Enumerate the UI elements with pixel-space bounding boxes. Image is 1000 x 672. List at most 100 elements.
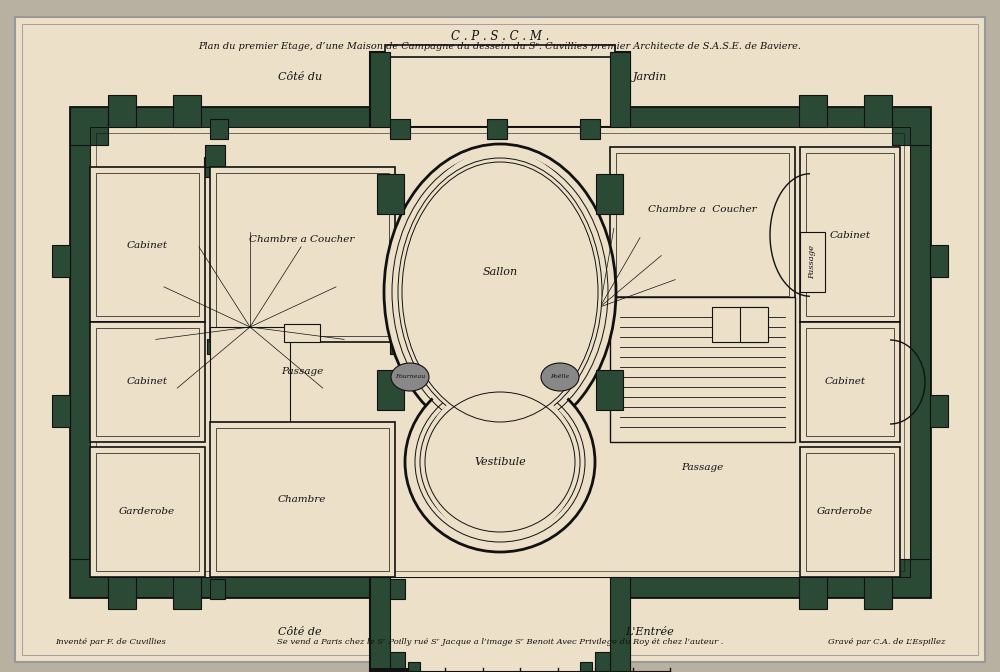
- Bar: [216, 173, 389, 336]
- Bar: [90, 334, 108, 354]
- Text: Jardin: Jardin: [633, 72, 667, 82]
- Bar: [806, 153, 894, 316]
- Bar: [596, 174, 623, 214]
- Bar: [90, 167, 205, 322]
- Bar: [580, 662, 592, 672]
- Bar: [370, 577, 630, 672]
- Bar: [385, 45, 615, 57]
- Text: Chambre: Chambre: [278, 495, 326, 505]
- Text: Côté de: Côté de: [278, 627, 322, 637]
- Bar: [377, 174, 404, 214]
- Text: Cabinet: Cabinet: [126, 378, 168, 386]
- Text: Chambre a  Coucher: Chambre a Coucher: [648, 206, 756, 214]
- Ellipse shape: [398, 150, 602, 434]
- Bar: [173, 577, 201, 609]
- Ellipse shape: [420, 387, 580, 537]
- Bar: [370, 52, 390, 127]
- Bar: [96, 453, 199, 571]
- Text: Garderobe: Garderobe: [817, 507, 873, 517]
- Bar: [210, 327, 290, 422]
- Bar: [408, 662, 420, 672]
- Text: C . P . S . C . M .: C . P . S . C . M .: [451, 30, 549, 42]
- Text: Fourneau: Fourneau: [395, 374, 425, 380]
- Bar: [207, 339, 215, 354]
- Ellipse shape: [405, 372, 595, 552]
- Bar: [799, 577, 827, 609]
- Bar: [390, 652, 405, 672]
- Bar: [210, 119, 228, 139]
- Bar: [210, 579, 225, 599]
- Bar: [90, 447, 205, 577]
- Bar: [70, 107, 930, 127]
- Text: Poëlle: Poëlle: [550, 374, 570, 380]
- Text: Inventé par F. de Cuvillies: Inventé par F. de Cuvillies: [55, 638, 166, 646]
- Text: Se vend a Paris chez le Sʳ Poilly rué Sʳ Jacque a l’image Sʳ Benoit Avec Privile: Se vend a Paris chez le Sʳ Poilly rué Sʳ…: [277, 638, 723, 646]
- Bar: [210, 167, 395, 342]
- Bar: [864, 95, 892, 127]
- Bar: [52, 395, 70, 427]
- Bar: [52, 245, 70, 277]
- Bar: [96, 328, 199, 436]
- Bar: [284, 324, 320, 342]
- Bar: [173, 95, 201, 127]
- Bar: [70, 577, 930, 597]
- Bar: [799, 95, 827, 127]
- Bar: [90, 322, 205, 442]
- Bar: [487, 119, 507, 139]
- Text: Chambre a Coucher: Chambre a Coucher: [249, 235, 355, 245]
- Bar: [70, 107, 930, 597]
- Bar: [610, 577, 630, 672]
- Bar: [800, 322, 900, 442]
- Bar: [370, 52, 630, 127]
- Bar: [70, 559, 108, 597]
- Text: Passage: Passage: [681, 462, 723, 472]
- Ellipse shape: [422, 384, 578, 540]
- Bar: [90, 309, 108, 327]
- Text: Gravé par C.A. de L’Espillez: Gravé par C.A. de L’Espillez: [828, 638, 945, 646]
- Bar: [390, 339, 398, 354]
- Ellipse shape: [541, 363, 579, 391]
- Bar: [930, 245, 948, 277]
- Ellipse shape: [384, 144, 616, 440]
- Bar: [108, 95, 136, 127]
- Bar: [595, 652, 610, 672]
- Bar: [610, 147, 795, 302]
- Bar: [892, 559, 930, 597]
- Bar: [390, 119, 410, 139]
- Bar: [96, 173, 199, 316]
- Ellipse shape: [398, 158, 602, 426]
- Bar: [210, 422, 395, 577]
- Bar: [70, 107, 108, 145]
- Text: Passage: Passage: [808, 245, 816, 279]
- Text: Cabinet: Cabinet: [824, 378, 866, 386]
- Bar: [90, 127, 910, 577]
- Text: Garderobe: Garderobe: [119, 507, 175, 517]
- Bar: [806, 328, 894, 436]
- Bar: [90, 127, 910, 577]
- Text: Vestibule: Vestibule: [474, 457, 526, 467]
- Bar: [800, 232, 825, 292]
- Bar: [864, 577, 892, 609]
- Bar: [806, 453, 894, 571]
- Bar: [370, 668, 408, 672]
- Bar: [930, 395, 948, 427]
- Ellipse shape: [391, 363, 429, 391]
- Bar: [596, 370, 623, 410]
- Bar: [610, 52, 630, 127]
- Bar: [616, 153, 789, 296]
- Text: Sallon: Sallon: [482, 267, 518, 277]
- Bar: [910, 107, 930, 597]
- Bar: [108, 577, 136, 609]
- Bar: [70, 107, 90, 597]
- Bar: [377, 370, 404, 410]
- Text: L'Entrée: L'Entrée: [626, 627, 674, 637]
- Text: Côté du: Côté du: [278, 72, 322, 82]
- Bar: [892, 107, 930, 145]
- Bar: [580, 119, 600, 139]
- Bar: [216, 428, 389, 571]
- Bar: [204, 157, 224, 177]
- Text: Passage: Passage: [281, 368, 323, 376]
- Bar: [205, 145, 225, 167]
- Bar: [370, 577, 390, 672]
- Bar: [610, 297, 795, 442]
